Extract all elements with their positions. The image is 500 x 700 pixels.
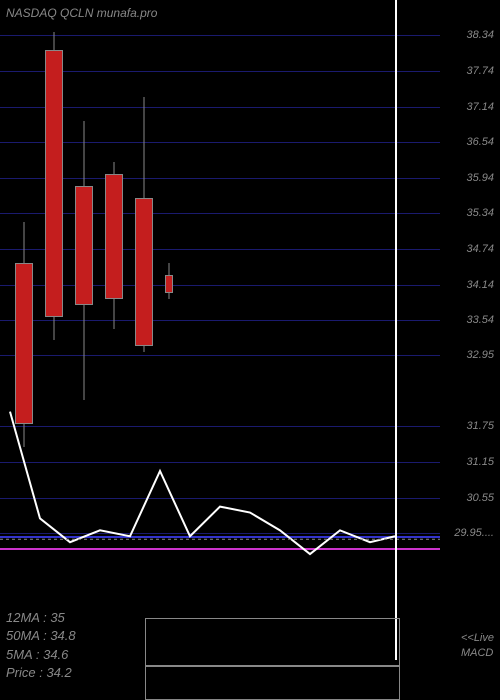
gridline bbox=[0, 35, 440, 36]
price-axis-label: 31.15 bbox=[466, 456, 494, 468]
gridline bbox=[0, 426, 440, 427]
chart-header: NASDAQ QCLN munafa.pro bbox=[6, 6, 157, 20]
gridline bbox=[0, 285, 440, 286]
gridline bbox=[0, 213, 440, 214]
gridline bbox=[0, 71, 440, 72]
ma-blue bbox=[0, 536, 440, 538]
exchange-label: NASDAQ bbox=[6, 6, 57, 20]
indicator-panel-2 bbox=[145, 666, 400, 700]
indicator-overlay bbox=[0, 0, 500, 700]
gridline bbox=[0, 462, 440, 463]
source-label: munafa.pro bbox=[97, 6, 158, 20]
candle-body bbox=[45, 50, 63, 317]
gridline bbox=[0, 355, 440, 356]
price-axis-label: 35.94 bbox=[466, 172, 494, 184]
price-axis-label: 37.74 bbox=[466, 65, 494, 77]
stats-panel: 12MA : 35 50MA : 34.8 5MA : 34.6 Price :… bbox=[6, 609, 76, 682]
macd-text: MACD bbox=[461, 646, 494, 660]
gridline bbox=[0, 249, 440, 250]
ma-magenta bbox=[0, 548, 440, 550]
candle-body bbox=[135, 198, 153, 346]
gridline bbox=[0, 498, 440, 499]
price-axis-label: 37.14 bbox=[466, 101, 494, 113]
price-axis-label: 38.34 bbox=[466, 29, 494, 41]
live-text: <<Live bbox=[461, 631, 494, 645]
ma5-label: 5MA : 34.6 bbox=[6, 646, 76, 664]
price-axis-label: 33.54 bbox=[466, 314, 494, 326]
chart-container: NASDAQ QCLN munafa.pro 38.34 37.74 37.14 36… bbox=[0, 0, 500, 700]
candle-body bbox=[15, 263, 33, 423]
live-macd-label: <<Live MACD bbox=[461, 631, 494, 660]
price-axis-label: 29.95.... bbox=[454, 527, 494, 539]
price-axis-label: 32.95 bbox=[466, 349, 494, 361]
current-bar-marker bbox=[395, 0, 397, 660]
price-label: Price : 34.2 bbox=[6, 664, 76, 682]
candle-body bbox=[75, 186, 93, 305]
price-axis-label: 34.14 bbox=[466, 279, 494, 291]
indicator-panel-1 bbox=[145, 618, 400, 666]
price-axis-label: 34.74 bbox=[466, 243, 494, 255]
ma50-label: 50MA : 34.8 bbox=[6, 627, 76, 645]
gridline bbox=[0, 320, 440, 321]
gridline bbox=[0, 533, 440, 534]
price-axis-label: 30.55 bbox=[466, 492, 494, 504]
price-axis-label: 36.54 bbox=[466, 136, 494, 148]
gridline bbox=[0, 178, 440, 179]
price-axis-label: 31.75 bbox=[466, 420, 494, 432]
gridline bbox=[0, 142, 440, 143]
ma12-label: 12MA : 35 bbox=[6, 609, 76, 627]
candle-body bbox=[105, 174, 123, 299]
price-axis-label: 35.34 bbox=[466, 207, 494, 219]
candle-body bbox=[165, 275, 173, 293]
ticker-label: QCLN bbox=[60, 6, 93, 20]
gridline bbox=[0, 107, 440, 108]
